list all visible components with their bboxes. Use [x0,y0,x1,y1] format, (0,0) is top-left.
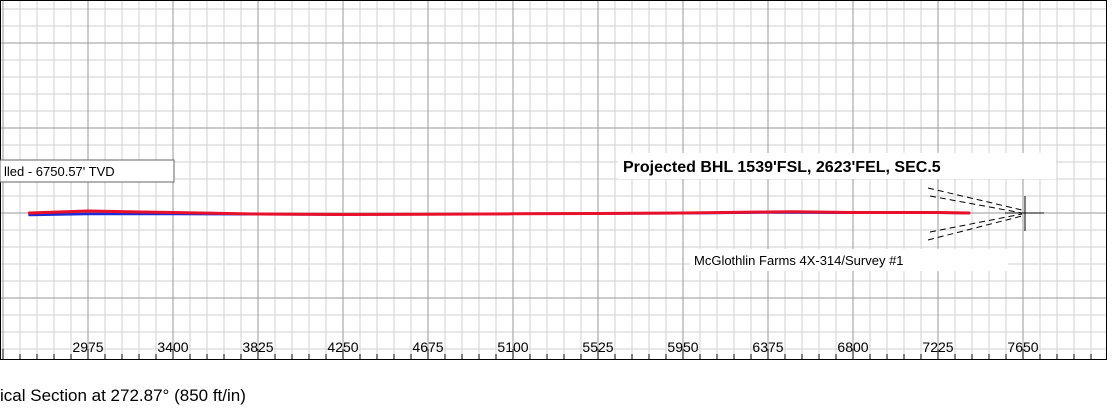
x-tick-label: 7225 [922,339,953,355]
x-axis-tick-labels: 2975 3400 3825 4250 4675 5100 5525 5950 6375 6800… [72,339,1038,355]
x-tick-label: 5525 [582,339,613,355]
plan-leader-lower-2 [929,213,1023,233]
x-axis-ticks [2,349,1092,359]
bhl-leader-upper-2 [929,195,1023,214]
x-axis-label: ical Section at 272.87° (850 ft/in) [0,386,246,405]
target-marker [1005,196,1044,231]
x-tick-label: 2975 [72,339,103,355]
plan-leader-lower-1 [927,215,1023,241]
x-tick-label: 7650 [1007,339,1038,355]
bhl-label: Projected BHL 1539'FSL, 2623'FEL, SEC.5 [618,153,1056,179]
x-tick-label: 5100 [497,339,528,355]
x-tick-label: 5950 [667,339,698,355]
plan-label: McGlothlin Farms 4X-314/Survey #1 [690,249,1008,271]
series-layer [27,209,971,217]
x-tick-label: 4250 [327,339,358,355]
tvd-label-text: lled - 6750.57' TVD [4,164,115,179]
plan-label-text: McGlothlin Farms 4X-314/Survey #1 [694,253,904,268]
x-tick-label: 6800 [837,339,868,355]
bhl-leader-upper-1 [927,187,1023,211]
tvd-label: lled - 6750.57' TVD [0,159,175,183]
x-tick-label: 3825 [242,339,273,355]
annotation-leaders [927,187,1023,241]
x-tick-label: 6375 [752,339,783,355]
planned-path-line [27,209,971,216]
bhl-label-text: Projected BHL 1539'FSL, 2623'FEL, SEC.5 [623,159,941,176]
x-tick-label: 4675 [412,339,443,355]
x-tick-label: 3400 [157,339,188,355]
